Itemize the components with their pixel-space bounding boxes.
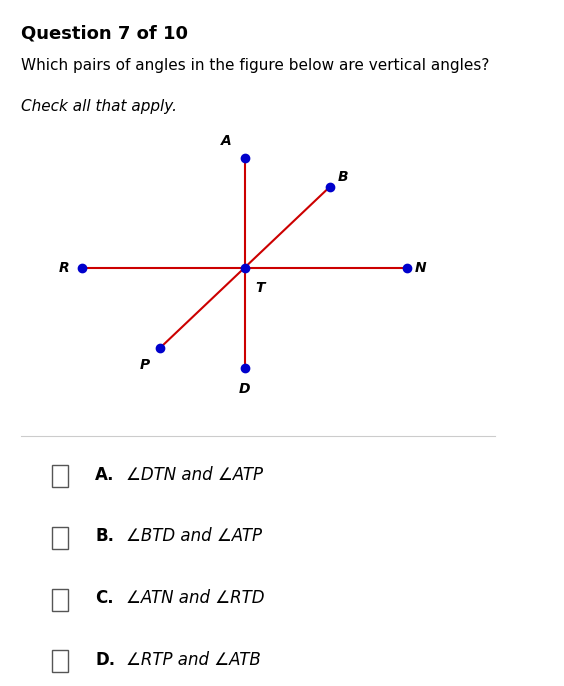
Text: ∠ATN and ∠RTD: ∠ATN and ∠RTD [126,589,265,607]
FancyBboxPatch shape [51,527,68,549]
Text: Which pairs of angles in the figure below are vertical angles?: Which pairs of angles in the figure belo… [21,58,489,73]
Text: Question 7 of 10: Question 7 of 10 [21,24,188,42]
FancyBboxPatch shape [51,589,68,611]
FancyBboxPatch shape [51,650,68,672]
Text: R: R [59,261,69,274]
Text: D: D [239,382,250,396]
Text: P: P [139,358,149,372]
Text: B.: B. [95,528,114,545]
Text: D.: D. [95,651,116,669]
Text: B: B [337,169,348,184]
Text: ∠RTP and ∠ATB: ∠RTP and ∠ATB [126,651,261,669]
Text: ∠DTN and ∠ATP: ∠DTN and ∠ATP [126,466,263,484]
Text: ∠BTD and ∠ATP: ∠BTD and ∠ATP [126,528,262,545]
Text: Check all that apply.: Check all that apply. [21,99,177,115]
Text: C.: C. [95,589,114,607]
FancyBboxPatch shape [51,465,68,487]
Text: A: A [221,134,232,148]
Text: N: N [415,261,426,274]
Text: T: T [255,281,265,295]
Text: A.: A. [95,466,115,484]
